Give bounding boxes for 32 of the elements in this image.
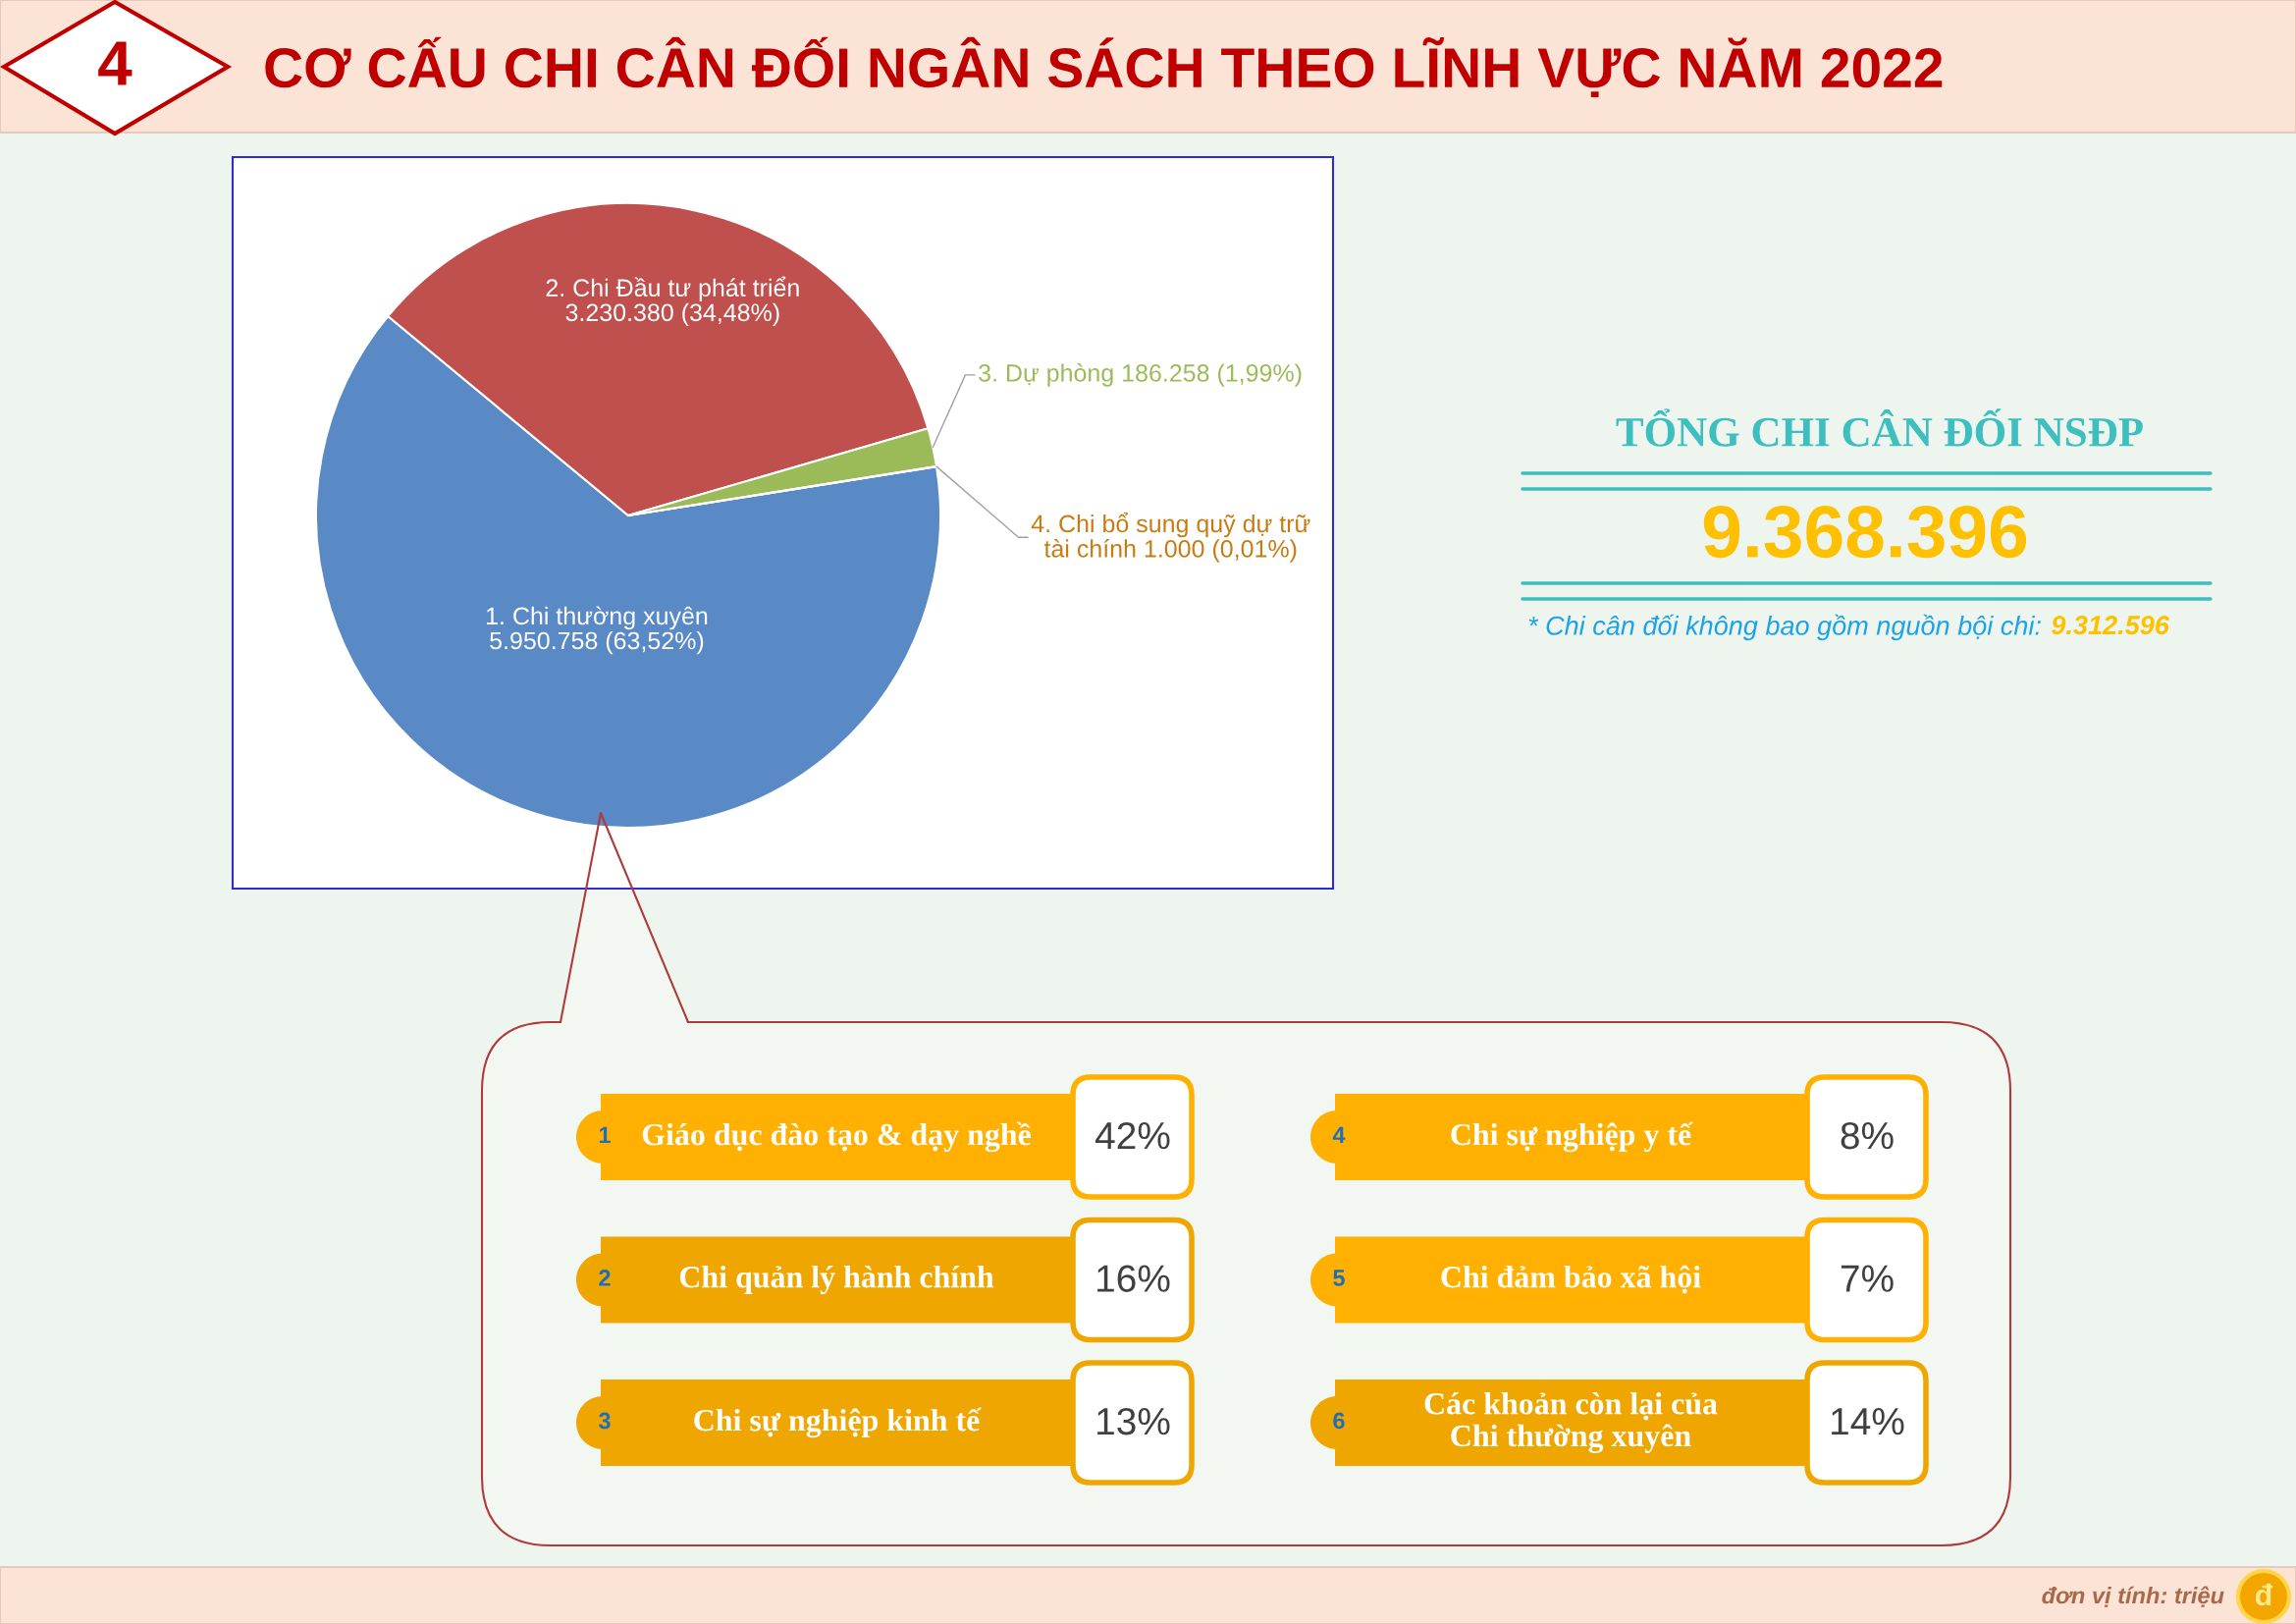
data-label: 8% xyxy=(1841,1121,1894,1150)
chart-title: CƠ CẤU CHI CÂN ĐỐI NGÂN SÁCH THEO LĨNH VỰC NĂM 2022 xyxy=(265,36,1943,97)
text: đơn vị tính: triệu xyxy=(2042,1586,2224,1607)
text: 2 xyxy=(599,1270,611,1286)
data-label: 13% xyxy=(1097,1407,1170,1435)
data-label: 7% xyxy=(1841,1265,1894,1292)
category-label: Chi quản lý hành chính xyxy=(679,1265,994,1295)
text: * Chi cân đối không bao gồm nguồn bội chi: xyxy=(1528,614,2041,641)
slice-label: 2. Chi Đầu tư phát triển xyxy=(546,276,799,301)
category-label: Chi đảm bảo xã hội xyxy=(1441,1265,1701,1294)
category-label: Các khoản còn lại của Chi thường xuyên xyxy=(1424,1392,1718,1453)
category-label: Chi sự nghiệp y tế xyxy=(1451,1121,1693,1153)
text: 9.368.396 xyxy=(1703,506,2027,559)
text: TỔNG CHI CÂN ĐỐI NSĐP xyxy=(1616,408,2143,447)
text: đ xyxy=(2255,1583,2273,1606)
data-label: 5.950.758 (63,52%) xyxy=(490,630,704,655)
data-label: 14% xyxy=(1832,1408,1904,1435)
text: 9.312.596 xyxy=(2052,616,2170,635)
data-label: 16% xyxy=(1097,1265,1170,1292)
text: 1 xyxy=(599,1126,611,1144)
text: 4 xyxy=(1332,1126,1346,1144)
category-label: Giáo dục đào tạo & dạy nghề xyxy=(642,1121,1031,1153)
data-label: 42% xyxy=(1095,1121,1170,1150)
slice-label: 3. Dự phòng 186.258 (1,99%) xyxy=(979,363,1302,387)
slice-label: 1. Chi thường xuyên xyxy=(487,606,708,630)
category-label: Chi sự nghiệp kinh tế xyxy=(694,1407,982,1438)
slice-label: 4. Chi bổ sung quỹ dự trữ tài chính 1.000 (0,01%) xyxy=(1031,512,1310,563)
text: 3 xyxy=(598,1412,611,1430)
text: 4 xyxy=(98,41,133,85)
data-label: 3.230.380 (34,48%) xyxy=(565,302,779,327)
text: 5 xyxy=(1333,1270,1345,1286)
text: 6 xyxy=(1333,1412,1345,1430)
